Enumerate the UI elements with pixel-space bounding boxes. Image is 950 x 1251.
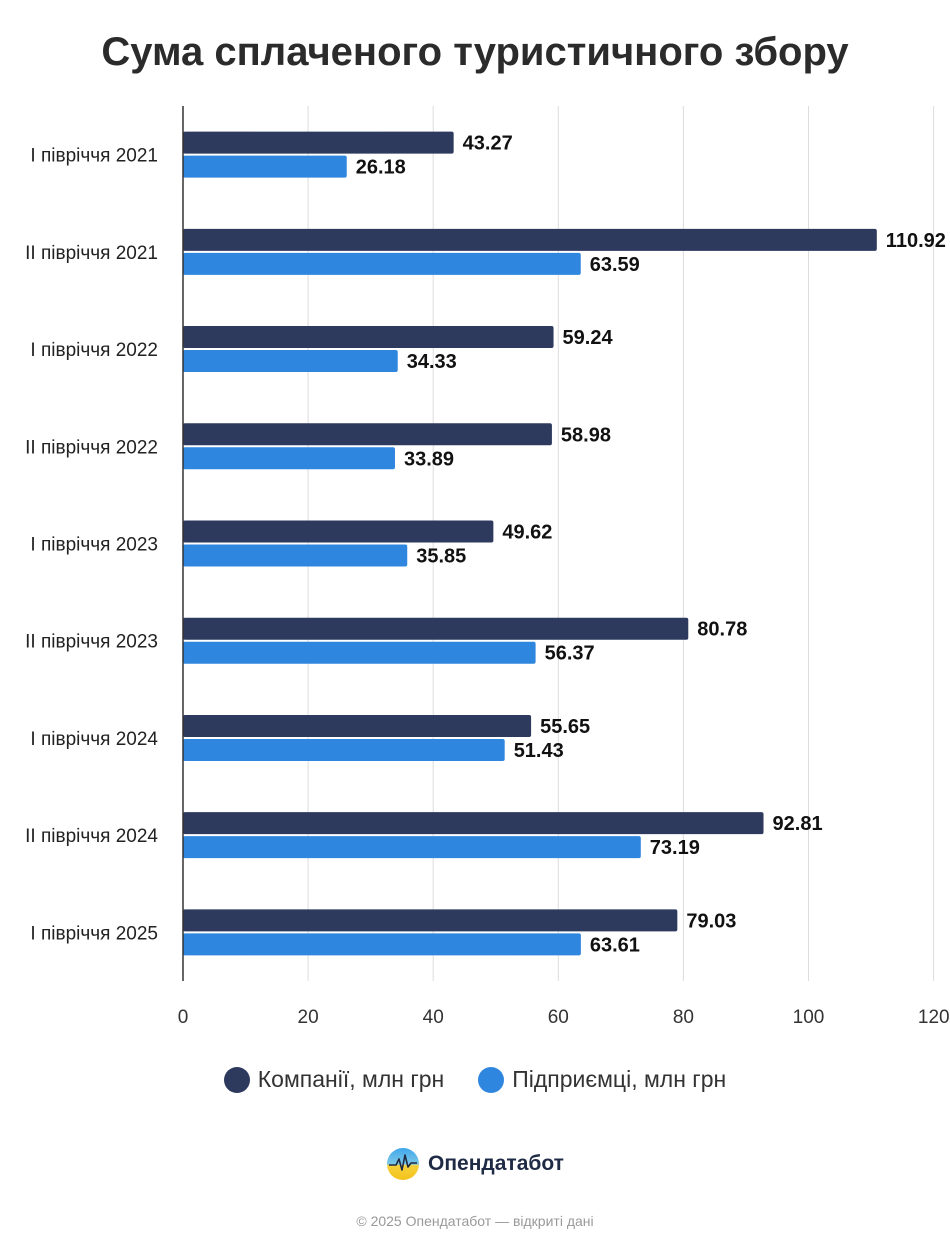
bar-entrepreneurs[interactable]	[183, 350, 398, 373]
category-label: І півріччя 2022	[30, 340, 158, 361]
bar-entrepreneurs[interactable]	[183, 836, 641, 859]
category-label: І півріччя 2023	[30, 535, 158, 556]
brand-name: Опендатабот	[428, 1152, 564, 1175]
bar-entrepreneurs[interactable]	[183, 641, 536, 664]
data-label: 110.92	[886, 230, 946, 252]
x-tick-label: 20	[298, 1007, 319, 1028]
data-label: 49.62	[502, 522, 552, 544]
bar-entrepreneurs[interactable]	[183, 155, 347, 178]
data-label: 58.98	[561, 424, 611, 446]
chart-title: Сума сплаченого туристичного збору	[101, 30, 849, 74]
category-label: ІІ півріччя 2023	[25, 632, 158, 653]
x-tick-label: 0	[178, 1007, 189, 1028]
bar-entrepreneurs[interactable]	[183, 544, 408, 567]
bar-companies[interactable]	[183, 228, 877, 251]
data-label: 51.43	[514, 740, 564, 762]
data-label: 33.89	[404, 448, 454, 470]
x-tick-label: 80	[673, 1007, 694, 1028]
data-label: 34.33	[407, 351, 457, 373]
x-tick-label: 60	[548, 1007, 569, 1028]
data-label: 63.59	[590, 254, 640, 276]
data-label: 35.85	[416, 546, 466, 568]
legend-swatch-entrepreneurs	[478, 1066, 505, 1093]
bar-companies[interactable]	[183, 131, 454, 154]
data-label: 56.37	[545, 643, 595, 665]
category-label: І півріччя 2024	[30, 729, 158, 750]
data-label: 73.19	[650, 837, 700, 859]
bar-companies[interactable]	[183, 520, 494, 543]
bar-entrepreneurs[interactable]	[183, 933, 581, 956]
bar-companies[interactable]	[183, 326, 554, 349]
bar-companies[interactable]	[183, 617, 689, 640]
data-label: 59.24	[563, 327, 614, 349]
data-label: 26.18	[356, 157, 406, 179]
bar-entrepreneurs[interactable]	[183, 447, 395, 470]
legend-label-companies: Компанії, млн грн	[257, 1066, 445, 1092]
footer-copyright: © 2025 Опендатабот — відкриті дані	[356, 1213, 594, 1229]
data-label: 92.81	[773, 813, 823, 835]
data-label: 63.61	[590, 934, 640, 956]
x-tick-label: 120	[918, 1007, 950, 1028]
bar-companies[interactable]	[183, 423, 552, 446]
legend-item-companies[interactable]: Компанії, млн грн	[223, 1066, 445, 1093]
bar-companies[interactable]	[183, 812, 764, 835]
legend: Компанії, млн грн Підприємці, млн грн	[0, 1066, 950, 1093]
bar-entrepreneurs[interactable]	[183, 252, 581, 275]
bar-chart: 0 20 40 60 80 100 120 І півріччя 2021 43.27 26.18…	[25, 106, 950, 1028]
category-label: І півріччя 2021	[30, 146, 158, 167]
data-label: 43.27	[463, 133, 513, 155]
category-label: ІІ півріччя 2022	[25, 437, 158, 458]
category-label: І півріччя 2025	[30, 923, 158, 944]
data-label: 55.65	[540, 716, 590, 738]
bar-companies[interactable]	[183, 909, 678, 932]
data-label: 80.78	[697, 619, 747, 641]
category-label: ІІ півріччя 2024	[25, 826, 158, 847]
x-tick-label: 40	[423, 1007, 444, 1028]
bar-companies[interactable]	[183, 714, 532, 737]
legend-swatch-companies	[223, 1066, 250, 1093]
x-tick-label: 100	[793, 1007, 825, 1028]
opendatabot-logo-icon	[387, 1148, 420, 1180]
brand: Опендатабот	[0, 1147, 950, 1181]
legend-item-entrepreneurs[interactable]: Підприємці, млн грн	[478, 1066, 726, 1093]
category-label: ІІ півріччя 2021	[25, 243, 158, 264]
bar-entrepreneurs[interactable]	[183, 738, 505, 761]
data-label: 79.03	[686, 910, 736, 932]
legend-label-entrepreneurs: Підприємці, млн грн	[512, 1066, 727, 1092]
